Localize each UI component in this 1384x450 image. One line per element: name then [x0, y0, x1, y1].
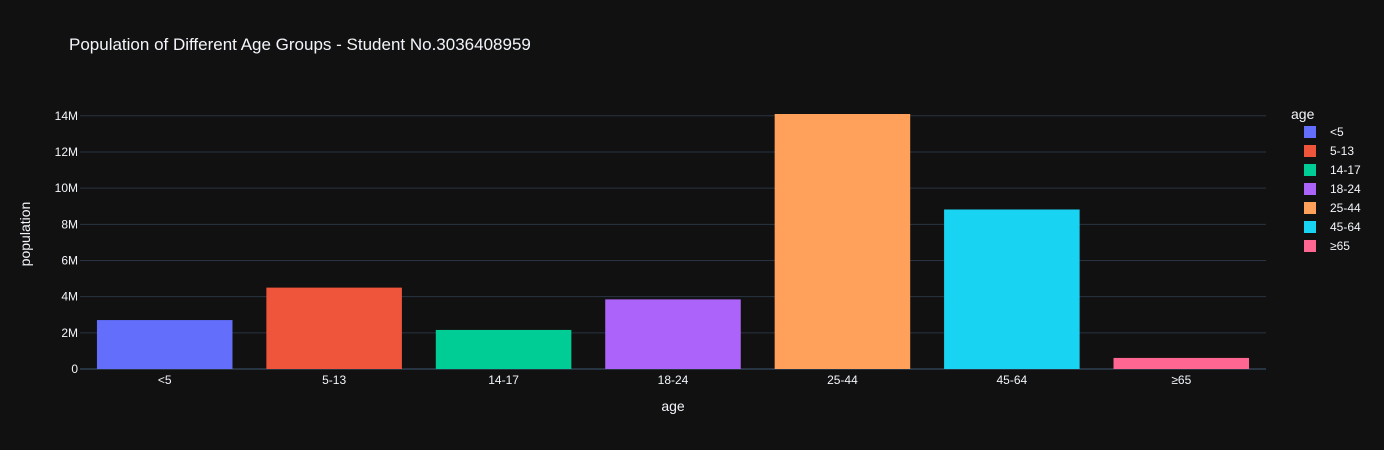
- x-tick-label: 18-24: [658, 373, 689, 387]
- bar-3[interactable]: [605, 299, 741, 369]
- legend-swatch[interactable]: [1304, 164, 1316, 176]
- y-tick-label: 12M: [55, 145, 78, 159]
- legend-item-label[interactable]: ≥65: [1330, 239, 1350, 253]
- x-tick-label: 5-13: [322, 373, 346, 387]
- x-tick-label: 14-17: [488, 373, 519, 387]
- legend-item-label[interactable]: 25-44: [1330, 201, 1361, 215]
- x-tick-label: 25-44: [827, 373, 858, 387]
- legend-swatch[interactable]: [1304, 183, 1316, 195]
- legend[interactable]: age <5 5-13 14-17 18-24 25-44 45-64 ≥65: [1291, 106, 1361, 253]
- legend-swatch[interactable]: [1304, 240, 1316, 252]
- x-tick-label: 45-64: [997, 373, 1028, 387]
- x-tick-label: ≥65: [1171, 373, 1191, 387]
- legend-item-label[interactable]: 14-17: [1330, 163, 1361, 177]
- x-axis-title: age: [661, 398, 685, 414]
- y-tick-label: 8M: [61, 217, 78, 231]
- bars: [96, 114, 1250, 369]
- y-tick-label: 14M: [55, 109, 78, 123]
- x-tick-labels: <5 5-13 14-17 18-24 25-44 45-64 ≥65: [158, 373, 1192, 387]
- legend-item-label[interactable]: 5-13: [1330, 144, 1354, 158]
- bar-5[interactable]: [944, 209, 1080, 369]
- y-tick-label: 6M: [61, 253, 78, 267]
- bar-1[interactable]: [266, 287, 402, 369]
- bar-4[interactable]: [774, 114, 911, 369]
- y-tick-label: 0: [71, 362, 78, 376]
- legend-swatch[interactable]: [1304, 221, 1316, 233]
- legend-item-label[interactable]: <5: [1330, 125, 1344, 139]
- y-tick-label: 2M: [61, 326, 78, 340]
- legend-swatch[interactable]: [1304, 145, 1316, 157]
- legend-item-label[interactable]: 45-64: [1330, 220, 1361, 234]
- legend-title: age: [1291, 106, 1315, 122]
- legend-swatch[interactable]: [1304, 202, 1316, 214]
- chart-title: Population of Different Age Groups - Stu…: [69, 35, 531, 54]
- legend-swatch[interactable]: [1304, 126, 1316, 138]
- y-tick-label: 10M: [55, 181, 78, 195]
- x-tick-label: <5: [158, 373, 172, 387]
- legend-item-label[interactable]: 18-24: [1330, 182, 1361, 196]
- y-tick-labels: 0 2M 4M 6M 8M 10M 12M 14M: [55, 109, 79, 376]
- bar-2[interactable]: [435, 329, 572, 369]
- y-tick-label: 4M: [61, 290, 78, 304]
- y-axis-title: population: [17, 202, 33, 267]
- bar-6[interactable]: [1113, 357, 1250, 369]
- bar-0[interactable]: [96, 320, 233, 369]
